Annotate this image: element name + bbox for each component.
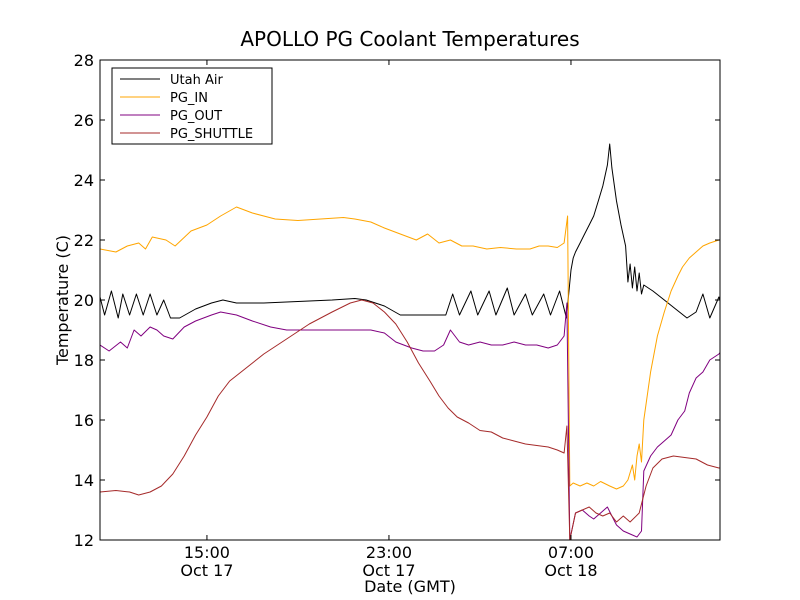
- series-line-utah-air: [100, 143, 720, 319]
- y-tick-label: 14: [74, 471, 94, 490]
- y-tick-label: 12: [74, 531, 94, 550]
- x-tick-label-date: Oct 18: [544, 561, 597, 580]
- legend: Utah Air PG_IN PG_OUT PG_SHUTTLE: [111, 67, 273, 145]
- legend-box: [111, 67, 273, 145]
- series-line-pg-shuttle: [100, 299, 720, 540]
- x-tick-label-date: Oct 17: [180, 561, 233, 580]
- x-tick-label-time: 23:00: [366, 543, 412, 562]
- y-tick-label: 20: [74, 291, 94, 310]
- x-tick-label-date: Oct 17: [362, 561, 415, 580]
- chart-title: APOLLO PG Coolant Temperatures: [240, 27, 579, 51]
- y-tick-label: 26: [74, 111, 94, 130]
- series-line-pg-in: [100, 206, 720, 490]
- legend-label: PG_IN: [170, 91, 208, 106]
- y-tick-label: 22: [74, 231, 94, 250]
- y-tick-label: 28: [74, 51, 94, 70]
- series-group: [100, 143, 720, 540]
- series-line-pg-out: [100, 302, 720, 540]
- legend-label: Utah Air: [170, 73, 223, 88]
- x-axis-label: Date (GMT): [364, 577, 456, 596]
- y-axis-label: Temperature (C): [53, 235, 72, 366]
- y-tick-label: 18: [74, 351, 94, 370]
- x-tick-label-time: 15:00: [184, 543, 230, 562]
- legend-label: PG_SHUTTLE: [170, 127, 253, 142]
- y-tick-label: 24: [74, 171, 94, 190]
- y-tick-label: 16: [74, 411, 94, 430]
- x-tick-label-time: 07:00: [548, 543, 594, 562]
- legend-label: PG_OUT: [170, 109, 222, 124]
